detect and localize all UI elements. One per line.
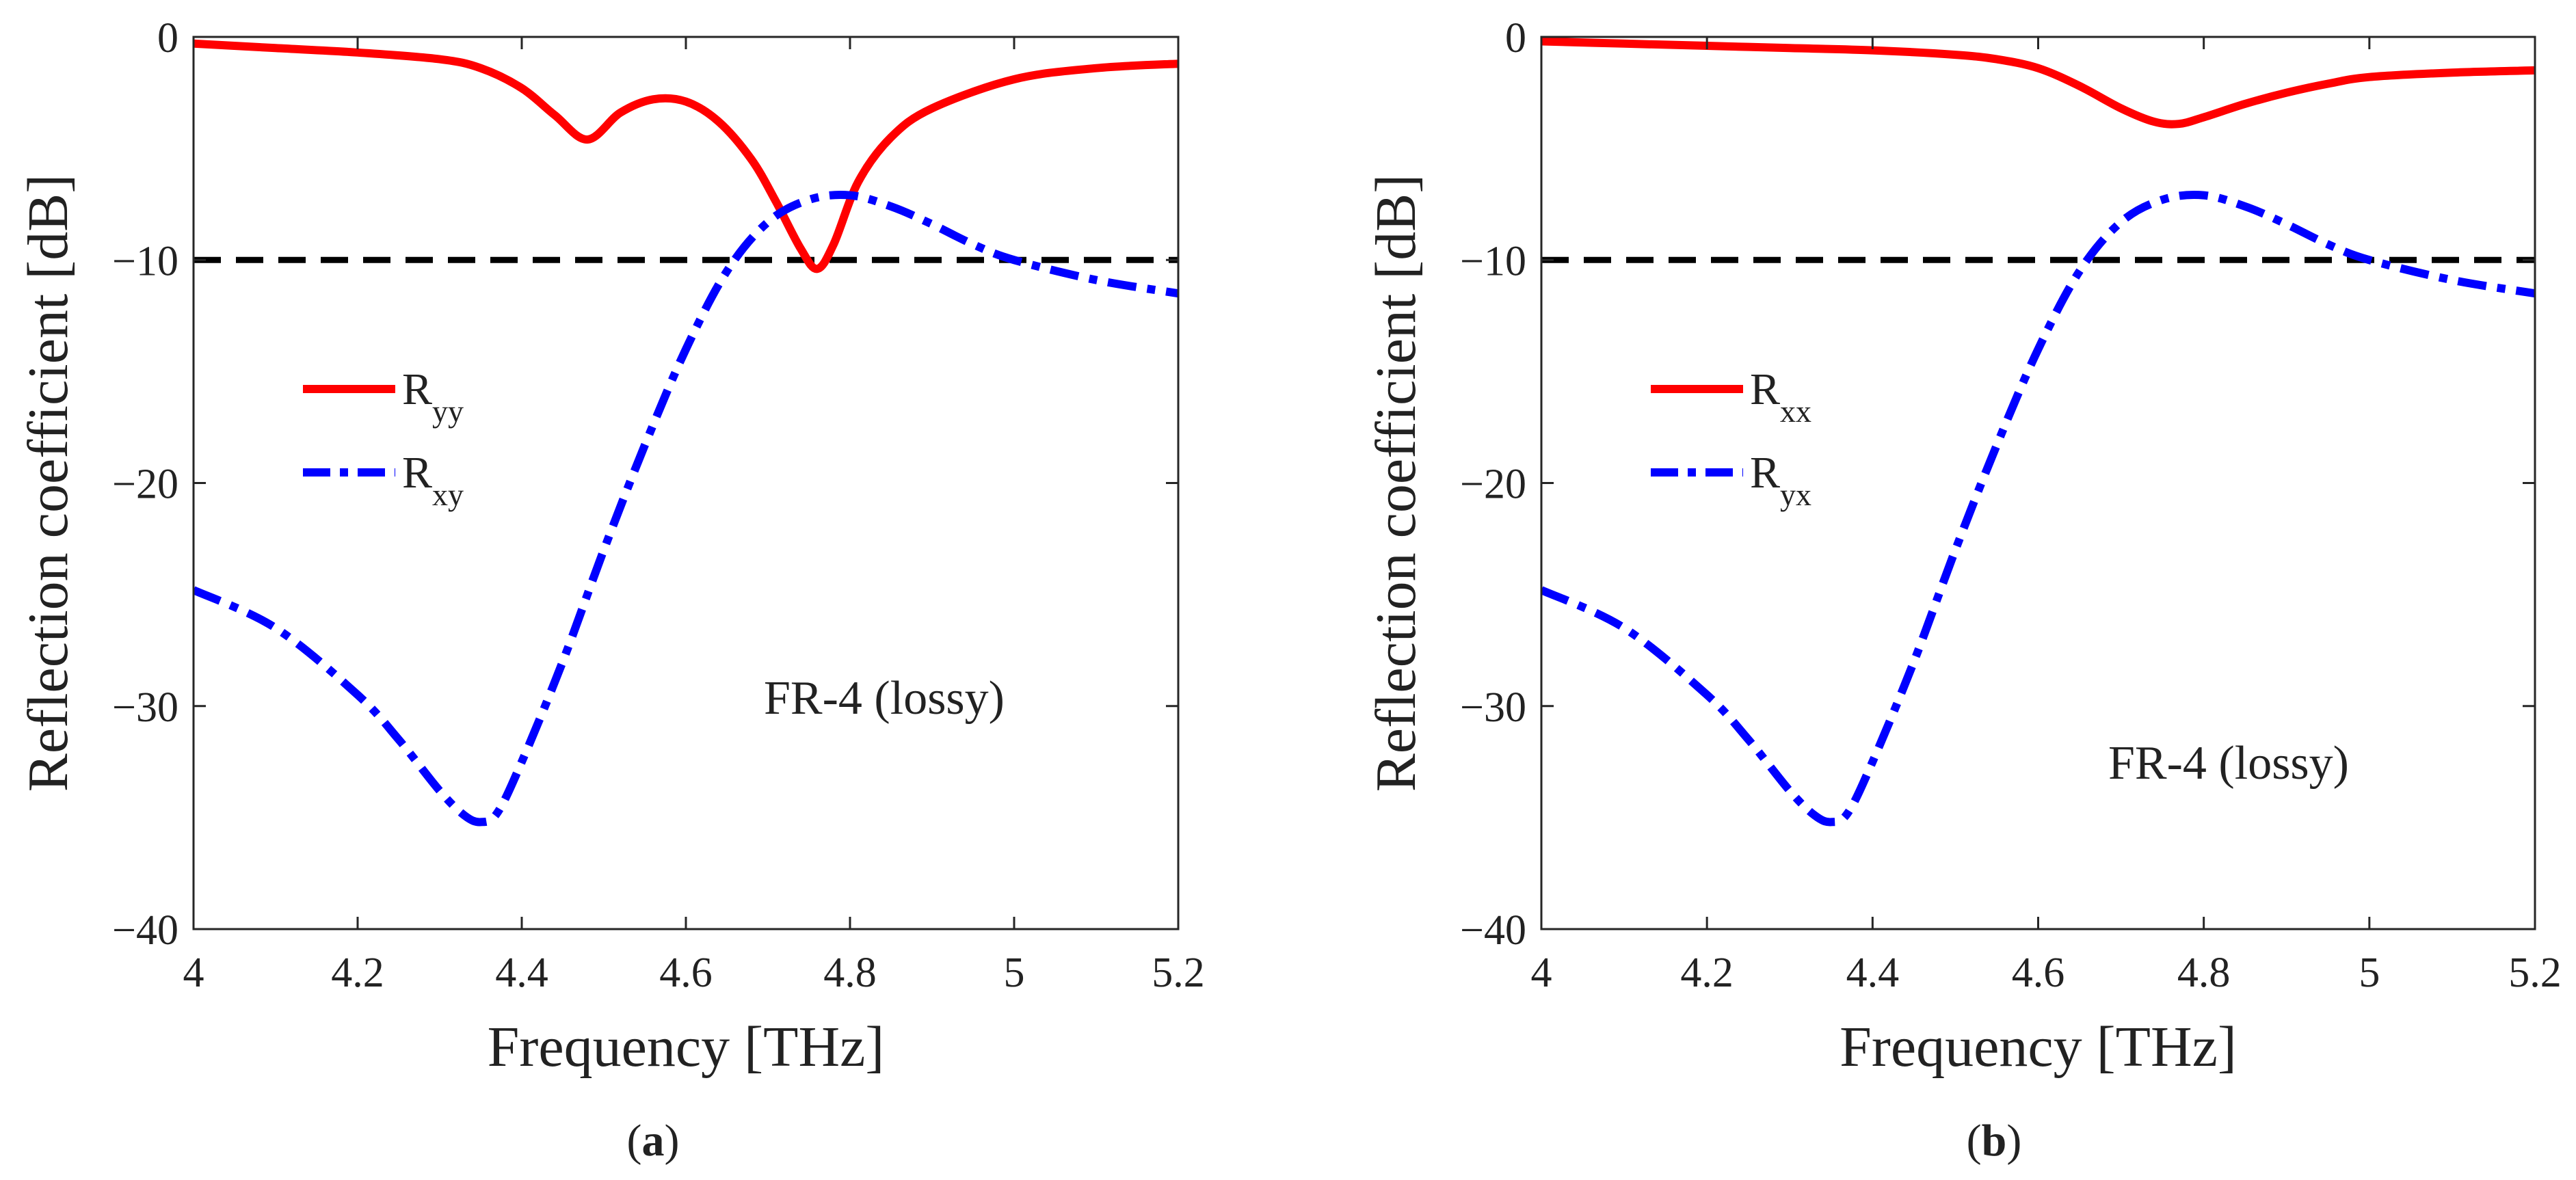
x-tick-label: 4.4: [1846, 950, 1900, 996]
panel-label: (b): [1967, 1116, 2022, 1166]
panel-label-close: ): [665, 1116, 680, 1166]
series-line-rxx: [1541, 37, 2535, 129]
y-tick-label: −40: [112, 907, 178, 954]
y-tick-label: 0: [1505, 15, 1526, 62]
x-tick-label: 4: [183, 950, 204, 996]
x-tick-label: 4.8: [2177, 950, 2231, 996]
y-tick-label: 0: [157, 15, 178, 62]
y-tick-label: −30: [1460, 684, 1526, 731]
panel-label-open: (: [627, 1116, 642, 1166]
series-line-ryy: [194, 39, 1178, 273]
y-axis-title: Reflection coefficient [dB]: [1364, 174, 1428, 792]
chart-panel-a: 4 4.2 4.4 4.6 4.8 5 5.2 0 −10 −20 −30 −40 Frequency …: [16, 15, 1205, 1166]
y-tick-label: −30: [112, 684, 178, 731]
x-tick-label: 4.2: [1680, 950, 1734, 996]
series-line-rxy: [194, 191, 1178, 827]
annotation-label: FR-4 (lossy): [2108, 737, 2349, 790]
x-tick-label: 5: [2359, 950, 2380, 996]
legend-subscript: yx: [1780, 477, 1811, 512]
panel-label-letter: b: [1982, 1116, 2007, 1166]
legend-subscript: yy: [432, 394, 464, 429]
y-tick-label: −20: [112, 461, 178, 508]
x-axis-title: Frequency [THz]: [1840, 1015, 2237, 1079]
y-tick-label: −20: [1460, 461, 1526, 508]
chart-panels: 4 4.2 4.4 4.6 4.8 5 5.2 0 −10 −20 −30 −40 Frequency …: [16, 15, 2562, 1166]
x-tick-label: 4.6: [659, 950, 713, 996]
x-tick-label: 4.6: [2012, 950, 2065, 996]
plot-area: [194, 37, 1178, 929]
legend-subscript: xx: [1780, 394, 1811, 429]
y-tick-label: −10: [112, 238, 178, 284]
x-tick-label: 5: [1004, 950, 1025, 996]
x-tick-label: 4.4: [495, 950, 548, 996]
chart-panel-b: 4 4.2 4.4 4.6 4.8 5 5.2 0 −10 −20 −30 −40 Frequency …: [1364, 15, 2562, 1166]
panel-label-close: ): [2006, 1116, 2021, 1166]
plot-area: [1541, 37, 2535, 929]
panel-label: (a): [627, 1116, 680, 1166]
series-line-ryx: [1541, 191, 2535, 827]
y-axis-title: Reflection coefficient [dB]: [16, 174, 80, 792]
panel-label-letter: a: [642, 1116, 665, 1166]
y-tick-label: −10: [1460, 238, 1526, 284]
annotation-label: FR-4 (lossy): [764, 672, 1005, 725]
x-axis-title: Frequency [THz]: [488, 1015, 885, 1079]
x-tick-label: 4.8: [823, 950, 877, 996]
x-tick-label: 4.2: [331, 950, 384, 996]
legend-subscript: xy: [432, 477, 464, 512]
y-tick-label: −40: [1460, 907, 1526, 954]
x-tick-label: 4: [1531, 950, 1552, 996]
x-tick-label: 5.2: [1152, 950, 1205, 996]
panel-label-open: (: [1967, 1116, 1982, 1166]
x-tick-label: 5.2: [2508, 950, 2562, 996]
